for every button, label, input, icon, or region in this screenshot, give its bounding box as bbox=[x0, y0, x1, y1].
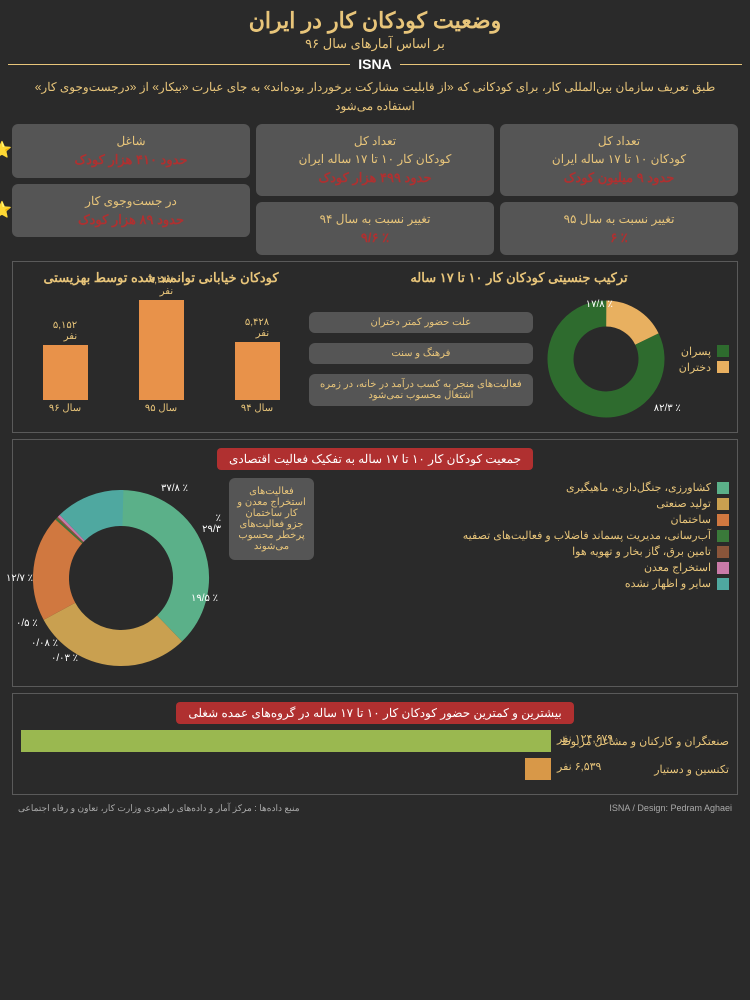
stat-change-95: تغییر نسبت به سال ۹۵ ٪ ۶ bbox=[500, 202, 738, 256]
footer-source: منبع داده‌ها : مرکز آمار و داده‌های راهب… bbox=[18, 803, 300, 814]
gender-section: ترکیب جنسیتی کودکان کار ۱۰ تا ۱۷ ساله پس… bbox=[12, 261, 738, 433]
star-icon: ⭐ bbox=[0, 199, 12, 223]
gender-note2: فرهنگ و سنت bbox=[309, 343, 533, 364]
logo: ISNA bbox=[350, 56, 399, 72]
footer: ISNA / Design: Pedram Aghaei منبع داده‌ه… bbox=[18, 803, 732, 814]
gender-note1: علت حضور کمتر دختران bbox=[309, 312, 533, 333]
gender-title: ترکیب جنسیتی کودکان کار ۱۰ تا ۱۷ ساله bbox=[309, 270, 729, 286]
page-title: وضعیت کودکان کار در ایران bbox=[8, 8, 742, 34]
occupations-bars: صنعتگران و کارکنان و مشاغل مربوط ۱۲۴,۶۷۹… bbox=[21, 730, 729, 780]
gender-note3: فعالیت‌های منجر به کسب درآمد در خانه، در… bbox=[309, 374, 533, 406]
logo-bar: ISNA bbox=[8, 56, 742, 72]
stat-seeking: ⭐ در جست‌وجوی کار حدود ۸۹ هزار کودک bbox=[12, 184, 250, 238]
sectors-legend: کشاورزی، جنگل‌داری، ماهیگیریتولید صنعتیس… bbox=[322, 478, 729, 593]
gender-legend: پسران دختران bbox=[679, 342, 729, 377]
sectors-donut: ٪ ۳۷/۸٪ ۲۹/۳٪ ۱۹/۵٪ ۰/۰۳٪ ۰/۰۸٪ ۰/۵٪ ۱۲/… bbox=[21, 478, 221, 678]
stat-total-children: تعداد کل کودکان ۱۰ تا ۱۷ ساله ایران حدود… bbox=[500, 124, 738, 196]
sectors-note: فعالیت‌های استخراج معدن و کار ساختمان جز… bbox=[229, 478, 314, 560]
footer-credit: ISNA / Design: Pedram Aghaei bbox=[609, 803, 732, 814]
sectors-section: جمعیت کودکان کار ۱۰ تا ۱۷ ساله به تفکیک … bbox=[12, 439, 738, 687]
stat-change-94: تغییر نسبت به سال ۹۴ ٪ ۹/۶ bbox=[256, 202, 494, 256]
sectors-title: جمعیت کودکان کار ۱۰ تا ۱۷ ساله به تفکیک … bbox=[217, 448, 533, 470]
occupations-title: بیشترین و کمترین حضور کودکان کار ۱۰ تا ۱… bbox=[176, 702, 573, 724]
stat-employed: ⭐ شاغل حدود ۴۱۰ هزار کودک bbox=[12, 124, 250, 178]
intro-text: طبق تعریف سازمان بین‌المللی کار، برای کو… bbox=[28, 78, 722, 116]
header: وضعیت کودکان کار در ایران بر اساس آمارها… bbox=[8, 8, 742, 116]
occupations-section: بیشترین و کمترین حضور کودکان کار ۱۰ تا ۱… bbox=[12, 693, 738, 795]
street-bars: ۵,۴۲۸ نفر سال ۹۴ ۹,۲۸۷ نفر سال ۹۵ ۵,۱۵۲ … bbox=[21, 294, 301, 414]
gender-donut: ٪ ۱۷/۸ ٪ ۸۲/۳ bbox=[541, 294, 671, 424]
stat-working-total: تعداد کل کودکان کار ۱۰ تا ۱۷ ساله ایران … bbox=[256, 124, 494, 196]
stats-row: تعداد کل کودکان ۱۰ تا ۱۷ ساله ایران حدود… bbox=[12, 124, 738, 255]
subtitle: بر اساس آمارهای سال ۹۶ bbox=[8, 36, 742, 52]
star-icon: ⭐ bbox=[0, 139, 12, 163]
